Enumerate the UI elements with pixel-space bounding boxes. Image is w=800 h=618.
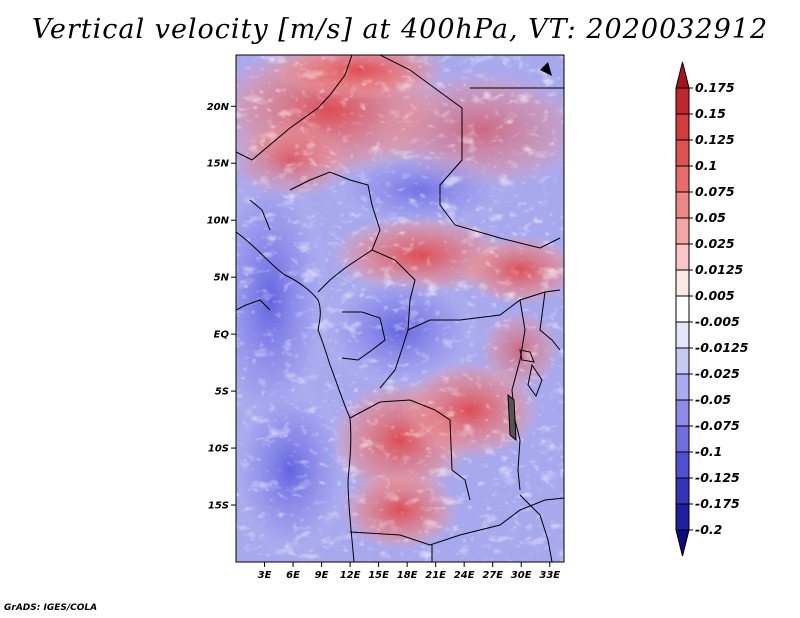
longitude-axis: 3E 6E 9E 12E 15E 18E 21E 24E 27E 30E 33E (258, 562, 560, 581)
lat-label: 5N (214, 273, 230, 284)
colorbar-swatch (675, 269, 690, 297)
lon-label: 33E (539, 570, 560, 581)
colorbar-swatch (675, 399, 690, 427)
colorbar-swatch (675, 165, 690, 193)
colorbar-label: -0.175 (695, 496, 740, 511)
colorbar-label: 0.1 (695, 158, 717, 173)
lon-label: 24E (454, 570, 475, 581)
colorbar-swatch (675, 347, 690, 375)
lon-label: 12E (340, 570, 361, 581)
latitude-axis: 20N 15N 10N 5N EQ 5S 10S 15S (207, 102, 236, 512)
lon-label: 30E (511, 570, 532, 581)
colorbar-label: 0.125 (695, 132, 735, 147)
colorbar-label: 0.15 (695, 106, 726, 121)
colorbar-swatch (675, 191, 690, 219)
colorbar-label: 0.025 (695, 236, 735, 251)
colorbar-label: -0.2 (695, 522, 722, 537)
vertical-velocity-field (236, 55, 564, 562)
lon-label: 18E (397, 570, 418, 581)
lon-label: 27E (482, 570, 503, 581)
lon-label: 6E (286, 570, 300, 581)
colorbar-swatch (675, 87, 690, 115)
lat-label: 5S (215, 387, 229, 398)
colorbar-swatch (675, 295, 690, 323)
colorbar-label: -0.05 (695, 392, 731, 407)
colorbar: 0.175 0.15 0.125 0.1 0.075 0.05 0.025 0.0125 0.0… (675, 61, 749, 557)
plot-title: Vertical velocity [m/s] at 400hPa, VT: 2… (31, 14, 769, 45)
colorbar-label: -0.075 (695, 418, 740, 433)
lat-label: 15S (208, 501, 229, 512)
colorbar-swatch (675, 529, 690, 557)
colorbar-label: -0.125 (695, 470, 740, 485)
colorbar-label: -0.1 (695, 444, 722, 459)
lon-label: 3E (258, 570, 272, 581)
colorbar-label: -0.025 (695, 366, 740, 381)
colorbar-swatch (675, 321, 690, 349)
colorbar-swatch (675, 113, 690, 141)
colorbar-swatch (675, 503, 690, 531)
colorbar-label: -0.005 (695, 314, 740, 329)
lon-label: 15E (368, 570, 389, 581)
colorbar-swatch (675, 217, 690, 245)
colorbar-label: -0.0125 (695, 340, 749, 355)
lon-label: 21E (425, 570, 446, 581)
colorbar-swatch (675, 425, 690, 453)
colorbar-label: 0.005 (695, 288, 735, 303)
colorbar-swatch (675, 61, 690, 89)
lat-label: 20N (207, 102, 230, 113)
colorbar-label: 0.0125 (695, 262, 744, 277)
colorbar-swatch (675, 373, 690, 401)
colorbar-swatch (675, 139, 690, 167)
lat-label: 15N (207, 159, 230, 170)
lat-label: EQ (214, 330, 230, 341)
colorbar-swatch (675, 451, 690, 479)
map-frame (235, 54, 565, 563)
colorbar-label: 0.05 (695, 210, 726, 225)
lat-label: 10S (208, 444, 229, 455)
colorbar-swatch (675, 243, 690, 271)
colorbar-label: 0.075 (695, 184, 735, 199)
colorbar-swatch (675, 477, 690, 505)
lat-label: 10N (207, 216, 230, 227)
footer-credit: GrADS: IGES/COLA (4, 603, 98, 613)
lon-label: 9E (315, 570, 329, 581)
colorbar-label: 0.175 (695, 80, 735, 95)
